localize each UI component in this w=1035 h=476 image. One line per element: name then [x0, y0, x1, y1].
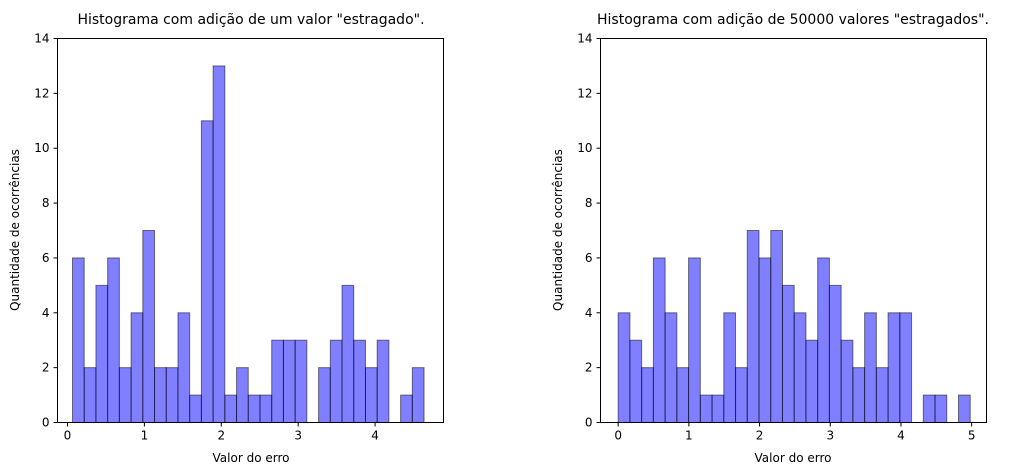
x-axis-label: Valor do erro [755, 451, 832, 465]
chart-title: Histograma com adição de um valor "estra… [77, 12, 424, 28]
x-tick-label: 3 [826, 429, 834, 443]
y-tick-label: 8 [585, 196, 593, 210]
histogram-bar [793, 312, 807, 423]
histogram-bar [723, 312, 737, 423]
histogram-bar [899, 312, 913, 423]
histogram-bar [652, 257, 666, 423]
histogram-bar [770, 230, 783, 423]
plot-frame [600, 38, 987, 423]
bars [71, 65, 425, 424]
histogram-bar [130, 312, 144, 423]
histogram-bar [271, 339, 284, 424]
y-tick-label: 14 [577, 32, 592, 46]
histogram-bar [259, 394, 273, 424]
y-tick-label: 2 [42, 361, 50, 375]
histogram-bar [411, 367, 425, 423]
histogram-bar [224, 394, 238, 424]
histogram-bar [364, 367, 378, 423]
histogram-bar [852, 367, 866, 423]
x-axis-label: Valor do erro [213, 451, 290, 465]
histogram-bar [200, 120, 214, 424]
histogram-chart-left: Histograma com adição de um valor "estra… [8, 12, 444, 465]
histogram-bar [817, 257, 830, 423]
histogram-bar [840, 339, 854, 424]
histogram-bar [629, 339, 643, 424]
histogram-bar [165, 367, 179, 423]
histogram-bar [353, 339, 366, 424]
y-tick-label: 0 [585, 416, 593, 430]
histogram-bar [711, 394, 725, 424]
histogram-bar [177, 312, 191, 423]
histogram-bar [83, 367, 97, 423]
histogram-bar [376, 339, 390, 424]
histogram-bar [107, 257, 120, 423]
histogram-bar [676, 367, 690, 423]
y-tick-label: 10 [34, 141, 49, 155]
histogram-bar [934, 394, 948, 424]
histogram-bar [664, 312, 678, 423]
x-tick-label: 4 [371, 429, 379, 443]
x-tick-label: 1 [141, 429, 149, 443]
histogram-bar [247, 394, 261, 424]
histogram-bar [758, 257, 772, 423]
y-tick-label: 0 [42, 416, 50, 430]
histogram-bar [688, 257, 701, 423]
histogram-bar [735, 367, 748, 423]
y-tick-label: 2 [585, 361, 593, 375]
y-tick-label: 8 [42, 196, 50, 210]
y-tick-label: 4 [42, 306, 50, 320]
y-tick-label: 4 [585, 306, 593, 320]
histogram-bar [282, 339, 296, 424]
histogram-bar [189, 394, 202, 424]
y-tick-label: 10 [577, 141, 592, 155]
histogram-bar [71, 257, 85, 423]
x-tick-label: 1 [685, 429, 693, 443]
x-tick-label: 2 [756, 429, 764, 443]
y-axis-label: Quantidade de ocorrências [8, 149, 22, 311]
histogram-bar [95, 284, 109, 423]
histogram-bar [142, 230, 156, 423]
histogram-bar [805, 339, 819, 424]
histogram-bar [746, 230, 760, 423]
histogram-bar [641, 367, 654, 423]
histogram-bar [699, 394, 713, 424]
histogram-bar [864, 312, 877, 423]
histogram-bar [887, 312, 901, 423]
histogram-bar [118, 367, 132, 423]
histogram-bar [617, 312, 631, 423]
histogram-bar [154, 367, 167, 423]
histogram-chart-right: Histograma com adição de 50000 valores "… [551, 12, 989, 465]
x-tick-label: 2 [217, 429, 225, 443]
plot-frame [57, 38, 444, 423]
y-tick-label: 6 [585, 251, 593, 265]
y-tick-label: 6 [42, 251, 50, 265]
y-tick-label: 12 [34, 86, 49, 100]
y-tick-label: 12 [577, 86, 592, 100]
histogram-bar [294, 339, 308, 424]
histogram-bar [341, 284, 355, 423]
x-tick-label: 3 [294, 429, 302, 443]
histogram-bar [236, 367, 249, 423]
histogram-bar [329, 339, 343, 424]
histogram-bar [781, 284, 795, 423]
histogram-bar [212, 65, 226, 424]
x-tick-label: 5 [968, 429, 976, 443]
histogram-bar [318, 367, 331, 423]
y-axis-label: Quantidade de ocorrências [551, 149, 565, 311]
x-tick-label: 0 [64, 429, 72, 443]
histogram-bar [875, 367, 889, 423]
histogram-bar [958, 394, 971, 424]
bars [617, 230, 971, 424]
histogram-bar [400, 394, 413, 424]
x-tick-label: 0 [614, 429, 622, 443]
y-tick-label: 14 [34, 32, 49, 46]
histogram-bar [922, 394, 936, 424]
histogram-bar [828, 284, 842, 423]
x-tick-label: 4 [897, 429, 905, 443]
chart-title: Histograma com adição de 50000 valores "… [597, 12, 989, 28]
